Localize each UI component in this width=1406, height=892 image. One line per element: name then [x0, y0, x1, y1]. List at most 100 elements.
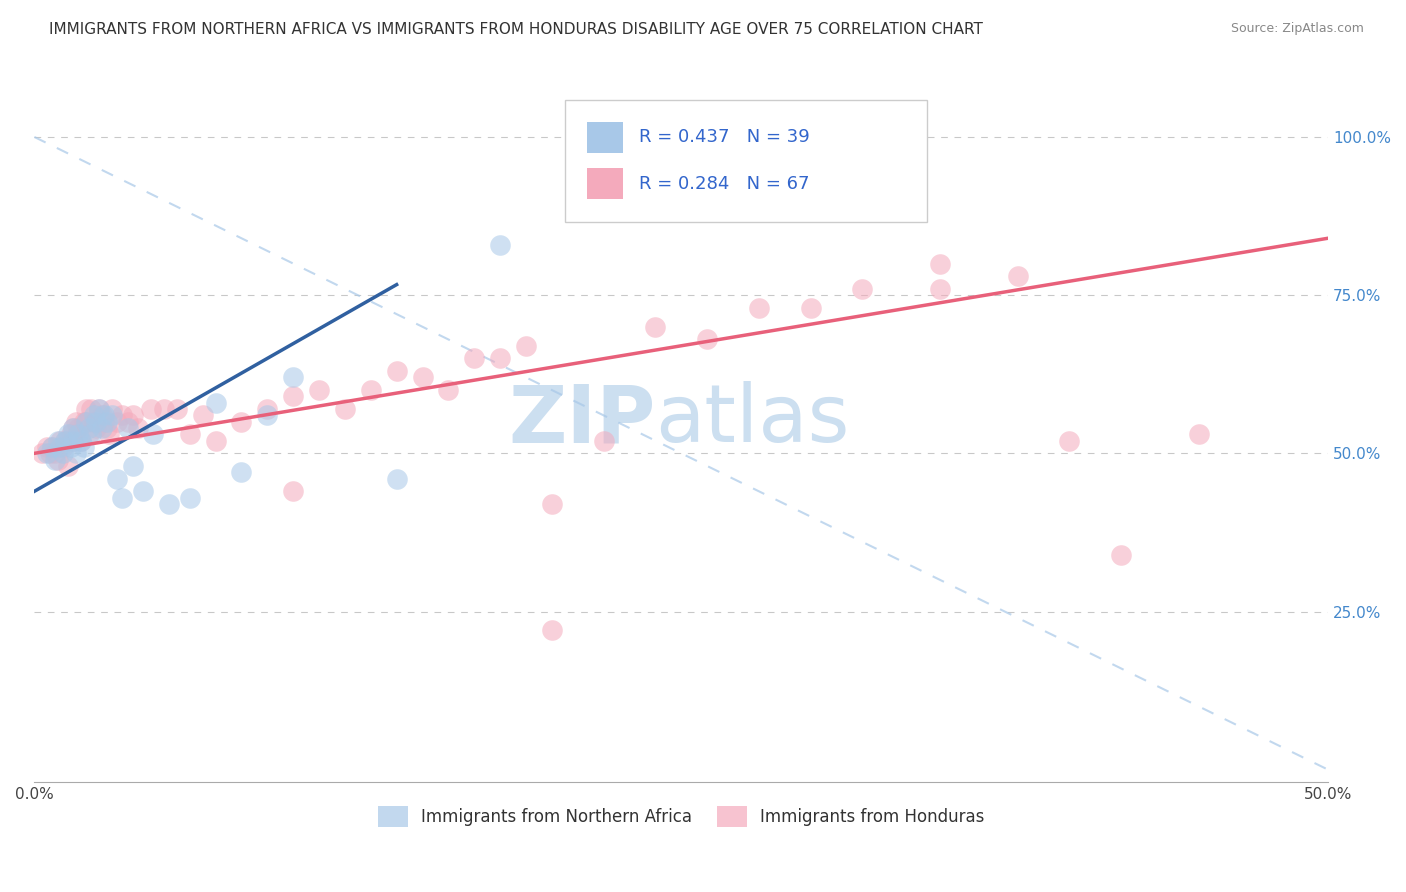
Point	[77, 421, 100, 435]
Point	[83, 409, 105, 423]
FancyBboxPatch shape	[565, 100, 927, 222]
Point	[117, 421, 139, 435]
Point	[86, 415, 108, 429]
Point	[37, 446, 59, 460]
Point	[77, 427, 100, 442]
Point	[38, 446, 60, 460]
Point	[929, 256, 952, 270]
Point	[80, 402, 103, 417]
Point	[117, 415, 139, 429]
Point	[67, 421, 90, 435]
Point	[72, 415, 94, 429]
Point	[31, 446, 53, 460]
Point	[59, 440, 82, 454]
Point	[748, 301, 770, 315]
Point	[96, 421, 118, 435]
Point	[62, 421, 84, 435]
Text: atlas: atlas	[655, 382, 849, 459]
Point	[333, 402, 356, 417]
Point	[385, 472, 408, 486]
Point	[360, 383, 382, 397]
Point	[59, 427, 82, 442]
Point	[83, 415, 105, 429]
Point	[157, 497, 180, 511]
Point	[101, 402, 124, 417]
Text: ZIP: ZIP	[508, 382, 655, 459]
Point	[644, 319, 666, 334]
Text: IMMIGRANTS FROM NORTHERN AFRICA VS IMMIGRANTS FROM HONDURAS DISABILITY AGE OVER : IMMIGRANTS FROM NORTHERN AFRICA VS IMMIG…	[49, 22, 983, 37]
Point	[437, 383, 460, 397]
Point	[87, 402, 110, 417]
Point	[592, 434, 614, 448]
Point	[49, 440, 72, 454]
Point	[75, 415, 97, 429]
Point	[515, 339, 537, 353]
Text: R = 0.284   N = 67: R = 0.284 N = 67	[638, 175, 808, 193]
Point	[55, 434, 77, 448]
Point	[541, 624, 564, 638]
Point	[1109, 548, 1132, 562]
Point	[231, 415, 253, 429]
Point	[93, 415, 115, 429]
Point	[191, 409, 214, 423]
Point	[489, 351, 512, 366]
Point	[111, 409, 134, 423]
Point	[86, 421, 108, 435]
Point	[65, 446, 87, 460]
Point	[152, 402, 174, 417]
Point	[105, 415, 128, 429]
FancyBboxPatch shape	[586, 168, 623, 200]
Point	[281, 389, 304, 403]
Point	[46, 434, 69, 448]
Point	[1188, 427, 1211, 442]
Point	[52, 446, 75, 460]
Point	[72, 440, 94, 454]
Point	[90, 409, 112, 423]
Point	[96, 415, 118, 429]
Point	[111, 491, 134, 505]
Point	[489, 237, 512, 252]
Point	[67, 427, 90, 442]
Point	[56, 458, 79, 473]
Point	[308, 383, 330, 397]
Point	[65, 415, 87, 429]
Point	[98, 427, 121, 442]
Point	[385, 364, 408, 378]
Point	[463, 351, 485, 366]
Point	[256, 402, 278, 417]
Point	[93, 409, 115, 423]
Point	[1007, 269, 1029, 284]
Point	[37, 440, 59, 454]
Point	[41, 440, 63, 454]
Legend: Immigrants from Northern Africa, Immigrants from Honduras: Immigrants from Northern Africa, Immigra…	[371, 799, 991, 833]
Point	[101, 409, 124, 423]
Point	[800, 301, 823, 315]
Point	[62, 434, 84, 448]
Point	[41, 440, 63, 454]
Point	[851, 282, 873, 296]
Point	[179, 491, 201, 505]
FancyBboxPatch shape	[586, 121, 623, 153]
Point	[121, 458, 143, 473]
Point	[127, 421, 149, 435]
Point	[62, 421, 84, 435]
Point	[62, 434, 84, 448]
Point	[142, 427, 165, 442]
Point	[55, 434, 77, 448]
Point	[412, 370, 434, 384]
Point	[231, 466, 253, 480]
Point	[70, 434, 93, 448]
Point	[696, 333, 718, 347]
Point	[75, 415, 97, 429]
Point	[75, 402, 97, 417]
Point	[87, 402, 110, 417]
Point	[166, 402, 188, 417]
Point	[929, 282, 952, 296]
Point	[139, 402, 162, 417]
Point	[44, 452, 66, 467]
Point	[281, 370, 304, 384]
Point	[256, 409, 278, 423]
Point	[204, 434, 226, 448]
Point	[70, 434, 93, 448]
Point	[121, 409, 143, 423]
